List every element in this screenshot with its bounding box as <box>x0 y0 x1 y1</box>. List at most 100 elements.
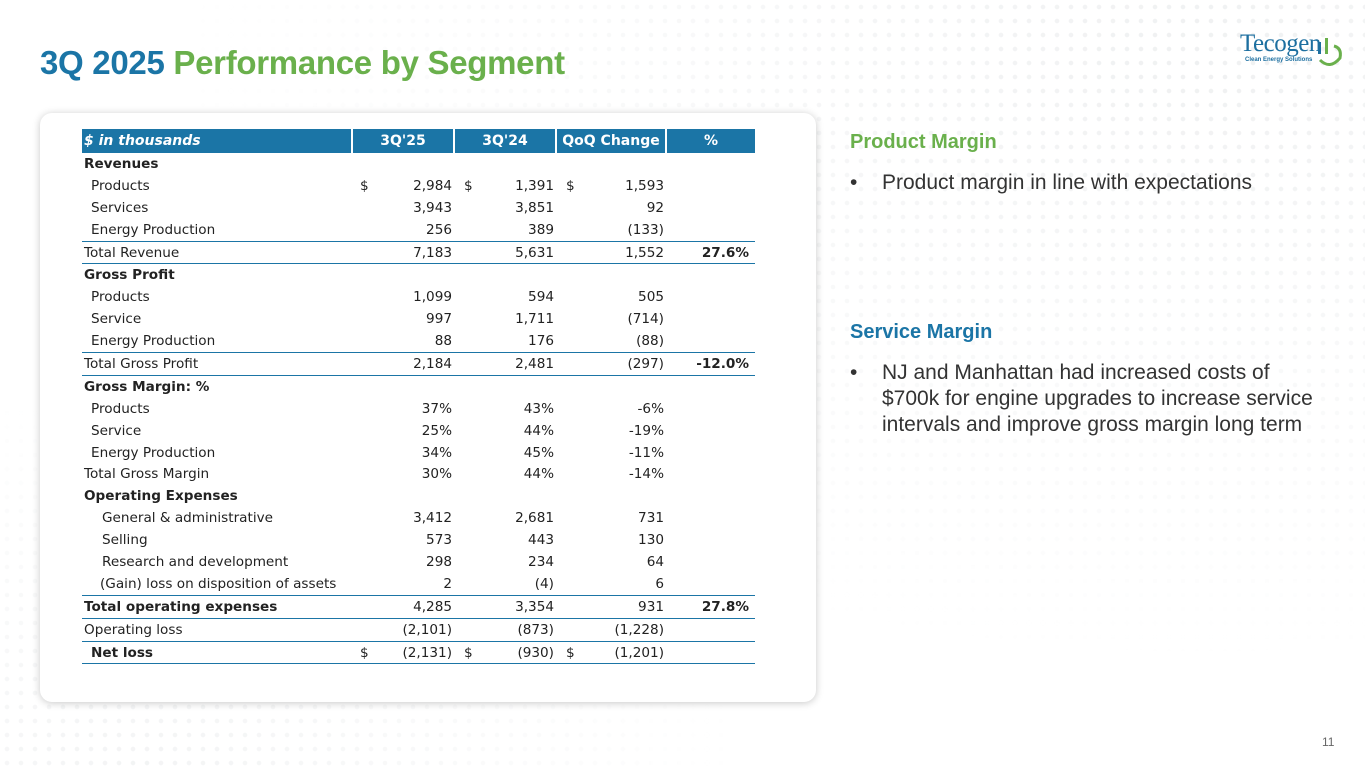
cell-3q25: 2,984 <box>413 177 452 194</box>
currency-symbol: $ <box>464 644 473 661</box>
table-header-row: $ in thousands 3Q'25 3Q'24 QoQ Change % <box>82 129 755 153</box>
cell-3q25: (2,101) <box>352 618 454 642</box>
cell-qoq: -19% <box>628 422 664 439</box>
product-margin-heading: Product Margin <box>850 131 997 153</box>
cell-qoq: 64 <box>646 553 664 570</box>
row-label: Total operating expenses <box>82 594 352 619</box>
table-row: Services 3,943 3,851 92 <box>82 197 755 219</box>
logo-tagline: Clean Energy Solutions <box>1245 57 1313 63</box>
row-label: Products <box>91 177 150 194</box>
row-label: Service <box>91 311 142 328</box>
leaf-icon <box>1318 38 1342 66</box>
cell-3q25: 1,099 <box>413 289 452 306</box>
table-row: Products 1,099 594 505 <box>82 286 755 308</box>
cell-3q25: 3,943 <box>413 199 452 216</box>
cell-qoq: (1,201) <box>614 644 664 661</box>
cell-3q24: 44% <box>523 466 554 483</box>
cell-3q24: 3,851 <box>515 199 554 216</box>
cell-percent: 27.8% <box>666 594 755 619</box>
table-row: (Gain) loss on disposition of assets 2 (… <box>82 573 755 595</box>
cell-3q24: 2,481 <box>454 352 556 376</box>
cell-qoq: 1,593 <box>625 177 664 194</box>
currency-symbol: $ <box>464 177 473 194</box>
row-label: Net loss <box>82 641 352 665</box>
row-label: Operating Expenses <box>84 488 238 505</box>
row-label: (Gain) loss on disposition of assets <box>100 575 337 592</box>
section-operating-expenses: Operating Expenses <box>82 485 755 507</box>
cell-3q24: 443 <box>528 532 554 549</box>
cell-3q25: 298 <box>426 553 452 570</box>
page-title: 3Q 2025 Performance by Segment <box>40 44 565 82</box>
cell-3q24: 44% <box>523 422 554 439</box>
bullet-text: NJ and Manhattan had increased costs of … <box>882 361 1313 436</box>
row-label: Revenues <box>84 155 159 172</box>
section-gross-profit: Gross Profit <box>82 264 755 286</box>
table-row: Selling 573 443 130 <box>82 529 755 551</box>
cell-3q24: (4) <box>534 575 554 592</box>
cell-3q25: 25% <box>421 422 452 439</box>
table-row: General & administrative 3,412 2,681 731 <box>82 507 755 529</box>
row-label: Gross Margin: % <box>84 378 210 395</box>
cell-3q25: 256 <box>426 221 452 238</box>
row-label: General & administrative <box>102 510 274 527</box>
row-label: Operating loss <box>82 618 352 642</box>
table-row: Energy Production 34% 45% -11% <box>82 442 755 464</box>
cell-3q25: 2,184 <box>352 352 454 376</box>
cell-qoq: 931 <box>556 594 666 619</box>
row-label: Total Revenue <box>82 240 352 265</box>
table-row: Service 997 1,711 (714) <box>82 308 755 330</box>
row-label: Energy Production <box>91 444 216 461</box>
cell-3q25: 997 <box>426 311 452 328</box>
bullet-icon: • <box>850 361 858 384</box>
cell-3q25: 34% <box>421 444 452 461</box>
bullet-text: Product margin in line with expectations <box>882 171 1253 194</box>
cell-3q24: 389 <box>528 221 554 238</box>
cell-3q24: 1,711 <box>515 311 554 328</box>
financial-table: $ in thousands 3Q'25 3Q'24 QoQ Change % … <box>82 129 755 665</box>
cell-3q25: 88 <box>434 333 452 350</box>
company-logo: Tecogen Clean Energy Solutions <box>1236 30 1346 72</box>
section-gross-margin: Gross Margin: % <box>82 375 755 397</box>
cell-3q25: 4,285 <box>352 594 454 619</box>
cell-3q24: 43% <box>523 400 554 417</box>
cell-qoq: 731 <box>638 510 664 527</box>
row-label: Products <box>91 289 150 306</box>
product-margin-bullets: • Product margin in line with expectation… <box>850 170 1320 196</box>
row-label: Total Gross Profit <box>82 352 352 376</box>
cell-3q25: 573 <box>426 532 452 549</box>
cell-3q24: (873) <box>454 618 556 642</box>
cell-3q25: 2 <box>443 575 452 592</box>
header-3q24: 3Q'24 <box>454 129 557 153</box>
cell-qoq: 92 <box>646 199 664 216</box>
bullet-item: • Product margin in line with expectation… <box>850 170 1320 196</box>
cell-qoq: -14% <box>628 466 664 483</box>
cell-qoq: 505 <box>638 289 664 306</box>
page-number: 11 <box>1322 735 1335 749</box>
table-row: Products $2,984 $1,391 $1,593 <box>82 175 755 197</box>
cell-3q25: 3,412 <box>413 510 452 527</box>
cell-qoq: 130 <box>638 532 664 549</box>
currency-symbol: $ <box>360 644 369 661</box>
cell-3q24: 2,681 <box>515 510 554 527</box>
cell-3q25: (2,131) <box>402 644 452 661</box>
row-label: Services <box>91 199 149 216</box>
currency-symbol: $ <box>360 177 369 194</box>
cell-3q24: 594 <box>528 289 554 306</box>
service-margin-section: Service Margin • NJ and Manhattan had inc… <box>850 321 1320 438</box>
row-label: Energy Production <box>91 221 216 238</box>
row-label: Total Gross Margin <box>84 466 210 483</box>
table-row: Total Gross Margin 30% 44% -14% <box>82 463 755 485</box>
row-label: Energy Production <box>91 333 216 350</box>
cell-3q24: 45% <box>523 444 554 461</box>
total-row: Total Revenue 7,183 5,631 1,552 27.6% <box>82 240 755 265</box>
cell-3q25: 37% <box>421 400 452 417</box>
cell-3q24: 3,354 <box>454 594 556 619</box>
cell-3q24: 176 <box>528 333 554 350</box>
table-row: Operating loss (2,101) (873) (1,228) <box>82 618 755 642</box>
cell-qoq: 1,552 <box>556 240 666 265</box>
total-row: Total Gross Profit 2,184 2,481 (297) -12… <box>82 352 755 376</box>
cell-qoq: (133) <box>627 221 664 238</box>
cell-3q25: 7,183 <box>352 240 454 265</box>
product-margin-section: Product Margin • Product margin in line w… <box>850 131 1320 196</box>
cell-qoq: (297) <box>556 352 666 376</box>
